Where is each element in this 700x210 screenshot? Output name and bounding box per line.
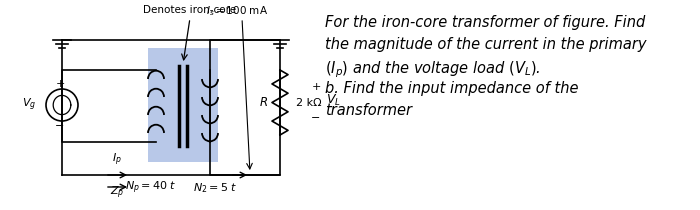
Text: b. Find the input impedance of the: b. Find the input impedance of the	[325, 81, 578, 96]
Text: For the iron-core transformer of figure. Find: For the iron-core transformer of figure.…	[325, 15, 645, 30]
Text: +: +	[312, 83, 321, 92]
Text: 2 kΩ: 2 kΩ	[296, 97, 321, 108]
Text: Denotes iron-core: Denotes iron-core	[144, 5, 237, 15]
Text: $N_2 = 5\ t$: $N_2 = 5\ t$	[193, 181, 237, 195]
Bar	[148, 48, 218, 162]
Text: $R$: $R$	[259, 96, 268, 109]
Text: −: −	[55, 121, 64, 131]
Text: +: +	[55, 79, 64, 89]
Text: transformer: transformer	[325, 103, 412, 118]
Text: the magnitude of the current in the primary: the magnitude of the current in the prim…	[325, 37, 647, 52]
Text: $I_s = 100$ mA: $I_s = 100$ mA	[206, 4, 268, 18]
Text: $N_p = 40\ t$: $N_p = 40\ t$	[125, 180, 177, 196]
Text: $Z_p$: $Z_p$	[110, 185, 124, 201]
Text: −: −	[312, 113, 321, 122]
Text: $(I_p)$ and the voltage load $(V_L)$.: $(I_p)$ and the voltage load $(V_L)$.	[325, 59, 540, 80]
Text: $V_L$: $V_L$	[326, 93, 341, 108]
Text: $V_g$: $V_g$	[22, 97, 36, 113]
Text: $I_p$: $I_p$	[112, 152, 122, 168]
